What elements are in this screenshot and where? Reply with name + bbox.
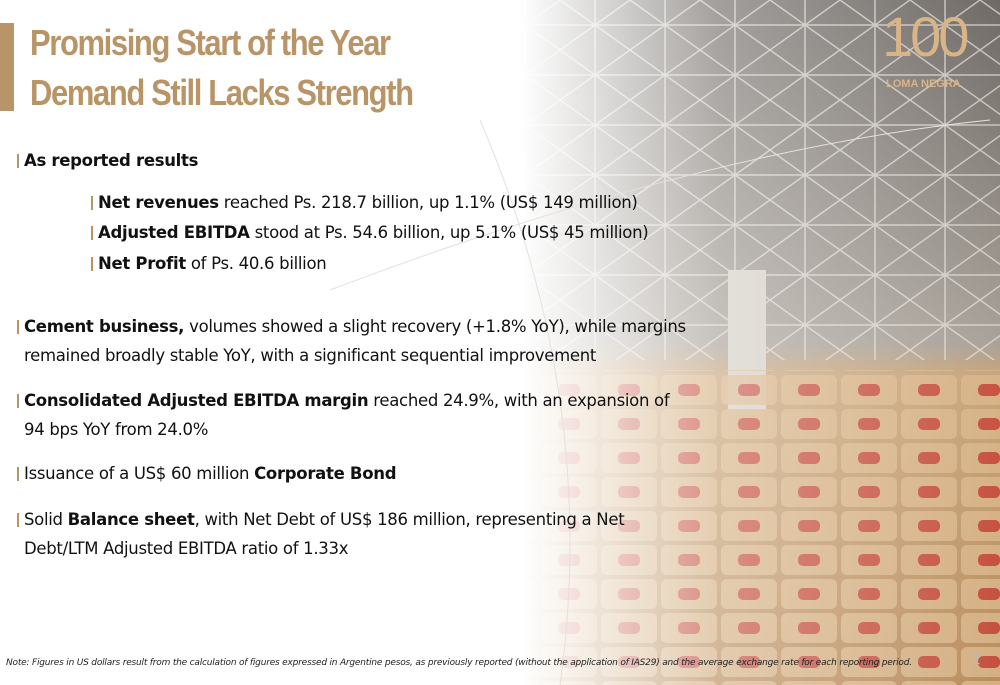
text: stood at Ps. 54.6 billion, up 5.1% (US$ … [249,223,649,242]
bold-text: Adjusted EBITDA [98,223,250,242]
bold-text: Cement business, [24,317,185,336]
bullet-item: Consolidated Adjusted EBITDA margin reac… [17,386,694,444]
bold-text: Consolidated Adjusted EBITDA margin [24,391,369,410]
bold-text: Net revenues [98,193,219,212]
text: Solid [24,510,68,529]
logo-brand: LOMA NEGRA [886,78,961,90]
text: of Ps. 40.6 billion [185,254,327,273]
text: , with Net Debt of US$ 186 million, repr… [24,510,630,558]
page-number: 2 [972,652,981,668]
bullet-item: Issuance of a US$ 60 million Corporate B… [17,459,694,488]
footnote: Note: Figures in US dollars result from … [6,658,912,668]
text: reached 24.9%, with an expansion of 94 b… [24,391,675,439]
text: reached Ps. 218.7 billion, up 1.1% (US$ … [218,193,638,212]
bullet-item: Solid Balance sheet, with Net Debt of US… [17,505,694,563]
bold-text: As reported results [24,151,199,170]
bullet-item: Net Profit of Ps. 40.6 billion [91,249,698,278]
bullet-item: Adjusted EBITDA stood at Ps. 54.6 billio… [91,218,698,247]
text: volumes showed a slight recovery (+1.8% … [24,317,691,365]
bullet-item: As reported results [17,146,694,175]
title-accent [0,23,14,111]
title: Promising Start of the Year [30,22,391,63]
title: Demand Still Lacks Strength [30,72,414,113]
bullet-item: Cement business, volumes showed a slight… [17,312,694,370]
bold-text: Corporate Bond [254,464,397,483]
bold-text: Net Profit [98,254,186,273]
bold-text: Balance sheet [67,510,195,529]
text: Issuance of a US$ 60 million [24,464,255,483]
bullet-item: Net revenues reached Ps. 218.7 billion, … [91,188,698,217]
logo-number: 100 [882,5,969,68]
